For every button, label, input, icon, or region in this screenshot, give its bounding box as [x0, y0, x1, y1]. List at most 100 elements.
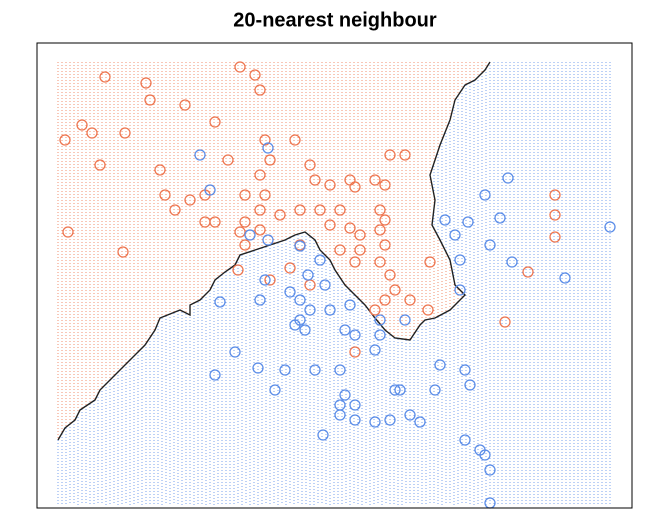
data-point	[254, 294, 266, 306]
data-point	[549, 189, 561, 201]
data-point	[449, 229, 461, 241]
data-point	[94, 159, 106, 171]
data-point	[254, 84, 266, 96]
data-point	[324, 179, 336, 191]
data-point	[439, 214, 451, 226]
data-point	[262, 234, 274, 246]
data-point	[459, 434, 471, 446]
data-point	[239, 239, 251, 251]
data-point	[117, 246, 129, 258]
data-point	[222, 154, 234, 166]
data-point	[379, 179, 391, 191]
data-point	[334, 399, 346, 411]
data-point	[234, 61, 246, 73]
data-point	[384, 149, 396, 161]
data-point	[169, 204, 181, 216]
data-point	[506, 256, 518, 268]
data-point	[232, 264, 244, 276]
data-point	[209, 116, 221, 128]
chart-title: 20-nearest neighbour	[233, 9, 437, 31]
data-point	[349, 329, 361, 341]
data-point	[374, 224, 386, 236]
data-point	[349, 346, 361, 358]
data-point	[209, 369, 221, 381]
data-point	[284, 286, 296, 298]
data-point	[462, 216, 474, 228]
data-point	[379, 239, 391, 251]
data-point	[549, 209, 561, 221]
data-point	[259, 274, 271, 286]
data-point	[399, 149, 411, 161]
data-point	[349, 399, 361, 411]
data-point	[334, 244, 346, 256]
data-point	[494, 212, 506, 224]
data-point	[459, 364, 471, 376]
data-point	[214, 296, 226, 308]
data-point	[422, 304, 434, 316]
data-point	[294, 294, 306, 306]
data-point	[374, 329, 386, 341]
data-point	[404, 294, 416, 306]
data-point	[269, 384, 281, 396]
data-point	[144, 94, 156, 106]
data-point	[479, 189, 491, 201]
data-point	[404, 409, 416, 421]
data-point	[259, 189, 271, 201]
data-point	[344, 299, 356, 311]
data-point	[374, 314, 386, 326]
data-point	[502, 172, 514, 184]
data-point	[369, 174, 381, 186]
data-point	[394, 384, 406, 396]
data-point	[254, 224, 266, 236]
data-point	[344, 222, 356, 234]
data-point	[279, 364, 291, 376]
data-point	[99, 71, 111, 83]
data-point	[349, 181, 361, 193]
data-point	[389, 284, 401, 296]
data-point	[59, 134, 71, 146]
data-point	[324, 304, 336, 316]
data-point	[302, 269, 314, 281]
data-point	[289, 319, 301, 331]
data-point	[159, 189, 171, 201]
data-point	[262, 142, 274, 154]
data-point	[369, 344, 381, 356]
data-point	[314, 204, 326, 216]
data-point	[319, 279, 331, 291]
data-point	[304, 159, 316, 171]
data-point	[317, 429, 329, 441]
data-point	[249, 69, 261, 81]
data-point	[254, 204, 266, 216]
data-point	[604, 221, 616, 233]
data-point	[294, 204, 306, 216]
data-point	[484, 239, 496, 251]
data-point	[349, 256, 361, 268]
data-point	[334, 204, 346, 216]
data-point	[369, 304, 381, 316]
data-point	[140, 77, 152, 89]
data-point	[154, 164, 166, 176]
data-point	[324, 219, 336, 231]
data-point	[354, 244, 366, 256]
data-point	[369, 416, 381, 428]
data-point	[304, 304, 316, 316]
data-point	[194, 149, 206, 161]
data-point	[294, 240, 306, 252]
data-point	[184, 194, 196, 206]
data-point	[76, 119, 88, 131]
data-point	[464, 379, 476, 391]
data-point	[434, 359, 446, 371]
data-point	[479, 449, 491, 461]
data-point	[414, 416, 426, 428]
data-point	[334, 409, 346, 421]
data-point	[522, 266, 534, 278]
background-grid	[57, 62, 611, 505]
data-point	[399, 314, 411, 326]
data-point	[119, 127, 131, 139]
decision-boundary	[57, 61, 491, 441]
data-point	[299, 324, 311, 336]
data-point	[234, 226, 246, 238]
data-point	[204, 184, 216, 196]
data-point	[289, 134, 301, 146]
